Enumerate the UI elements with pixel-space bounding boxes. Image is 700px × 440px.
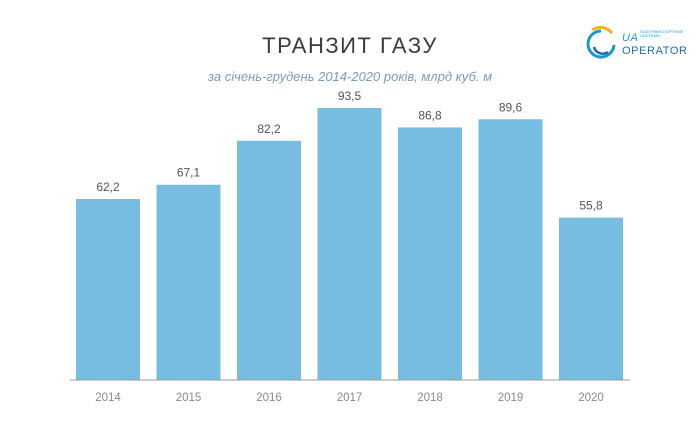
value-label-2015: 67,1: [177, 166, 201, 180]
logo-ua-text: UA: [622, 32, 639, 44]
x-tick-label-2015: 2015: [176, 392, 202, 404]
value-label-2020: 55,8: [579, 199, 603, 213]
x-tick-label-2017: 2017: [337, 392, 363, 404]
chart-subtitle: за січень-грудень 2014-2020 років, млрд …: [207, 69, 493, 84]
ua-operator-logo: UA ГАЗОТРАНСПОРТНИЙ СИСТЕМИ OPERATOR: [582, 25, 692, 67]
logo-small-text: ГАЗОТРАНСПОРТНИЙ СИСТЕМИ: [640, 29, 683, 38]
logo-operator-text: OPERATOR: [622, 45, 688, 57]
x-tick-label-2020: 2020: [578, 392, 604, 404]
bar-2016: [237, 140, 301, 380]
bar-2020: [559, 217, 623, 380]
value-label-2017: 93,5: [338, 89, 362, 103]
value-label-2018: 86,8: [418, 108, 442, 122]
x-tick-label-2014: 2014: [95, 392, 121, 404]
chart-title: ТРАНЗИТ ГАЗУ: [262, 33, 438, 58]
value-label-2019: 89,6: [499, 100, 523, 114]
x-tick-label-2018: 2018: [417, 392, 443, 404]
x-tick-label-2016: 2016: [256, 392, 282, 404]
bar-2017: [317, 107, 382, 380]
bar-2015: [156, 184, 221, 380]
bar-2018: [398, 127, 462, 380]
logo-swirl-icon: [586, 25, 616, 59]
bar-2014: [76, 198, 140, 380]
value-label-2014: 62,2: [96, 180, 120, 194]
x-tick-label-2019: 2019: [498, 392, 524, 404]
bar-2019: [478, 119, 543, 380]
value-label-2016: 82,2: [257, 122, 281, 136]
